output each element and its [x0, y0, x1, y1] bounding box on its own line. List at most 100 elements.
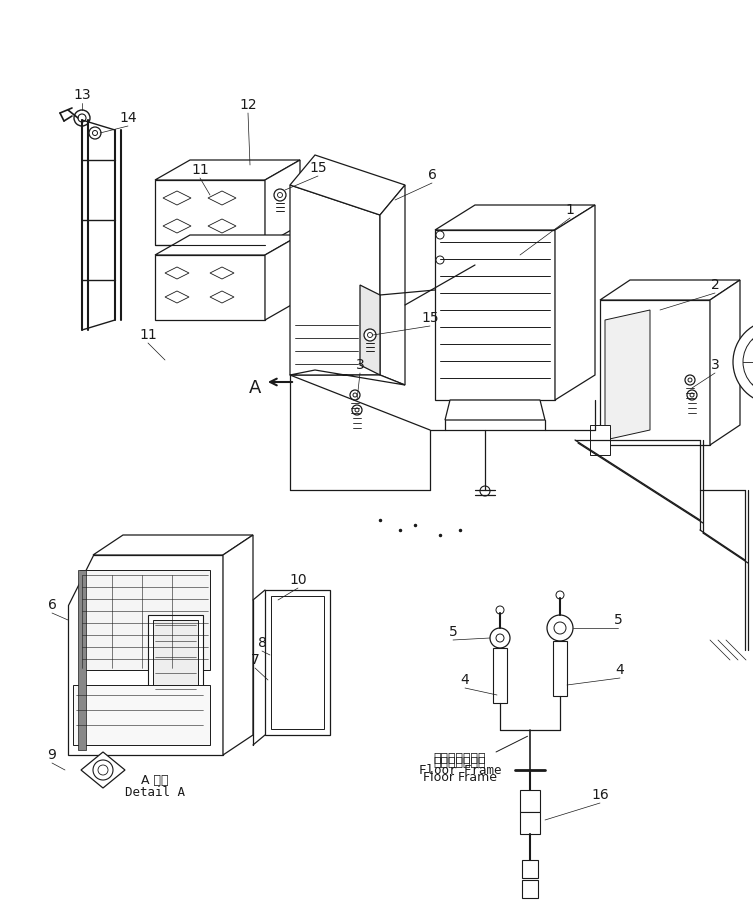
- Polygon shape: [445, 400, 545, 420]
- Circle shape: [93, 760, 113, 780]
- Polygon shape: [265, 235, 300, 320]
- Text: Floor Frame: Floor Frame: [419, 764, 501, 778]
- Circle shape: [78, 114, 86, 122]
- Polygon shape: [208, 219, 236, 233]
- Circle shape: [496, 634, 504, 642]
- Polygon shape: [435, 205, 595, 230]
- Polygon shape: [223, 535, 253, 755]
- Polygon shape: [163, 191, 191, 205]
- Circle shape: [743, 330, 753, 394]
- Circle shape: [98, 765, 108, 775]
- Circle shape: [685, 375, 695, 385]
- Polygon shape: [78, 570, 86, 750]
- Text: 3: 3: [711, 358, 719, 372]
- Circle shape: [278, 193, 282, 197]
- Text: 13: 13: [73, 88, 91, 102]
- Polygon shape: [522, 880, 538, 898]
- Circle shape: [367, 333, 373, 337]
- Circle shape: [690, 393, 694, 397]
- Text: 6: 6: [47, 598, 56, 612]
- Polygon shape: [155, 160, 300, 180]
- Circle shape: [687, 390, 697, 400]
- Circle shape: [688, 378, 692, 382]
- Polygon shape: [165, 291, 189, 303]
- Polygon shape: [155, 180, 265, 245]
- Polygon shape: [435, 230, 555, 400]
- Polygon shape: [380, 185, 405, 385]
- Text: 12: 12: [239, 98, 257, 112]
- Text: 10: 10: [289, 573, 306, 587]
- Polygon shape: [210, 291, 234, 303]
- Text: 4: 4: [461, 673, 469, 687]
- Text: 15: 15: [309, 161, 327, 175]
- Text: A 詳細: A 詳細: [142, 773, 169, 787]
- Polygon shape: [271, 596, 324, 729]
- Text: フロアフレーム
Floor Frame: フロアフレーム Floor Frame: [423, 737, 528, 784]
- Text: 11: 11: [139, 328, 157, 342]
- Polygon shape: [520, 790, 540, 812]
- Circle shape: [547, 615, 573, 641]
- Polygon shape: [590, 425, 610, 455]
- Polygon shape: [80, 570, 210, 670]
- Text: 7: 7: [251, 653, 259, 667]
- Text: 15: 15: [421, 311, 439, 325]
- Text: 1: 1: [566, 203, 575, 217]
- Circle shape: [350, 390, 360, 400]
- Circle shape: [733, 320, 753, 404]
- Polygon shape: [290, 185, 380, 375]
- Polygon shape: [290, 370, 405, 385]
- Polygon shape: [493, 648, 507, 703]
- Polygon shape: [520, 812, 540, 834]
- Polygon shape: [710, 280, 740, 445]
- Circle shape: [364, 329, 376, 341]
- Circle shape: [274, 189, 286, 201]
- Polygon shape: [265, 160, 300, 245]
- Circle shape: [89, 127, 101, 139]
- Text: 14: 14: [119, 111, 137, 125]
- Polygon shape: [208, 191, 236, 205]
- Polygon shape: [522, 860, 538, 878]
- Polygon shape: [553, 641, 567, 696]
- Circle shape: [353, 393, 357, 397]
- Text: 9: 9: [47, 748, 56, 762]
- Circle shape: [496, 606, 504, 614]
- Polygon shape: [290, 155, 405, 215]
- Text: 5: 5: [614, 613, 623, 627]
- Polygon shape: [605, 310, 650, 440]
- Circle shape: [490, 628, 510, 648]
- Circle shape: [93, 131, 97, 135]
- Polygon shape: [165, 267, 189, 279]
- Polygon shape: [68, 555, 223, 755]
- Polygon shape: [155, 235, 300, 255]
- Polygon shape: [148, 615, 203, 715]
- Polygon shape: [81, 752, 125, 788]
- Circle shape: [556, 591, 564, 599]
- Text: Detail A: Detail A: [125, 787, 185, 800]
- Polygon shape: [153, 620, 198, 710]
- Text: 3: 3: [355, 358, 364, 372]
- Polygon shape: [600, 280, 740, 300]
- Text: フロアフレーム: フロアフレーム: [434, 751, 486, 764]
- Circle shape: [554, 622, 566, 634]
- Polygon shape: [210, 267, 234, 279]
- Text: 5: 5: [449, 625, 457, 639]
- Circle shape: [355, 408, 359, 412]
- Circle shape: [352, 405, 362, 415]
- Polygon shape: [360, 285, 380, 375]
- Polygon shape: [555, 205, 595, 400]
- Text: 11: 11: [191, 163, 209, 177]
- Polygon shape: [265, 590, 330, 735]
- Text: A: A: [248, 379, 261, 397]
- Text: 16: 16: [591, 788, 609, 802]
- Circle shape: [436, 256, 444, 264]
- Polygon shape: [600, 300, 710, 445]
- Text: 8: 8: [258, 636, 267, 650]
- Polygon shape: [73, 685, 210, 745]
- Circle shape: [436, 231, 444, 239]
- Circle shape: [74, 110, 90, 126]
- Text: 4: 4: [616, 663, 624, 677]
- Polygon shape: [155, 255, 265, 320]
- Polygon shape: [93, 535, 253, 555]
- Text: 2: 2: [711, 278, 719, 292]
- Text: 6: 6: [428, 168, 437, 182]
